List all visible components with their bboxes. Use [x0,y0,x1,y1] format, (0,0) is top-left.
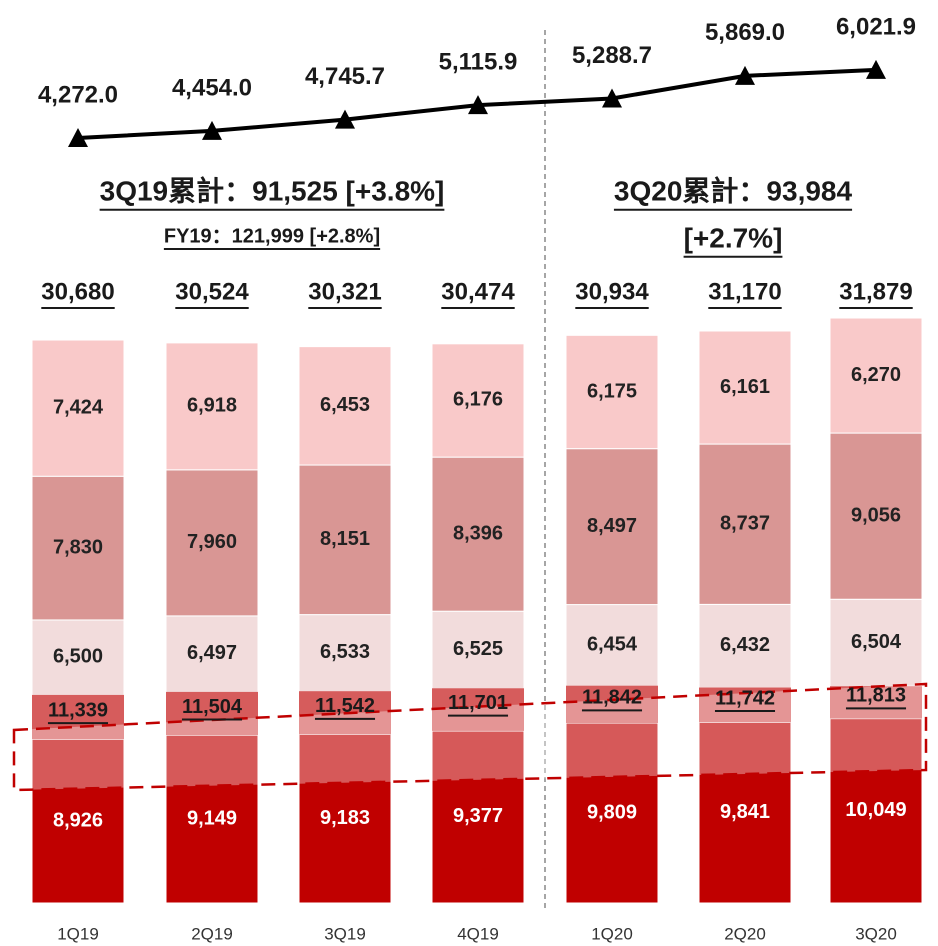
segment-label: 8,737 [720,513,770,535]
highlight-band [830,686,922,719]
x-tick-label: 3Q19 [324,924,366,943]
line-marker [866,59,886,79]
annotation: 3Q19累計：91,525 [+3.8%] [100,174,445,206]
highlight-label: 11,701 [448,692,508,714]
total-label: 30,474 [441,278,515,305]
annotation: [+2.7%] [684,222,783,253]
bar-segment [698,330,792,445]
bar-segment [31,339,125,477]
bar-segment [565,722,659,904]
total-label: 30,934 [575,278,649,305]
segment-label: 9,056 [851,504,901,526]
bar-segment [698,443,792,605]
highlight-band [166,691,258,736]
segment-label: 9,841 [720,801,770,823]
bar-segment [431,730,525,904]
line-marker [335,109,355,129]
x-tick-label: 2Q19 [191,924,233,943]
bar-segment [31,475,125,621]
bar-segment [829,432,923,600]
segment-label: 6,504 [851,631,902,653]
highlight-label: 11,339 [48,699,108,721]
highlight-label: 11,504 [182,696,243,718]
line-value-label: 5,869.0 [705,19,785,46]
segment-label: 6,500 [53,646,103,668]
line-marker [202,120,222,140]
segment-label: 7,960 [187,531,237,553]
highlight-band [432,688,524,731]
bar-segment [829,718,923,904]
segment-label: 9,183 [320,807,370,829]
highlight-band [32,694,124,740]
segment-label: 6,175 [587,380,637,402]
bar-segment [165,734,259,904]
line-value-label: 5,115.9 [439,49,518,76]
total-label: 30,680 [41,278,114,305]
line-value-label: 5,288.7 [572,42,652,69]
bar-segment [298,733,392,904]
bar-segment [565,334,659,450]
segment-label: 7,830 [53,536,103,558]
highlight-band [566,685,658,724]
bar-segment [829,317,923,434]
segment-label: 8,497 [587,515,637,537]
segment-label: 10,049 [845,799,906,821]
segment-label: 9,809 [587,801,637,823]
x-tick-label: 1Q19 [57,924,99,943]
segment-label: 6,918 [187,395,237,417]
line-marker [468,95,488,115]
line-marker [68,128,88,147]
annotation: 3Q20累計：93,984 [614,174,853,206]
segment-label: 6,533 [320,641,370,663]
total-label: 30,524 [175,278,249,305]
annotation: FY19：121,999 [+2.8%] [164,225,380,247]
highlight-frame [12,682,928,792]
total-label: 31,170 [708,278,781,305]
segment-label: 6,161 [720,376,770,398]
x-tick-label: 1Q20 [591,924,633,943]
segment-label: 8,151 [320,528,370,550]
line-value-label: 4,272.0 [38,81,118,108]
total-label: 30,321 [308,278,381,305]
segment-label: 9,377 [453,805,503,827]
segment-label: 6,497 [187,642,237,664]
line-value-label: 4,454.0 [172,74,252,101]
bar-segment [431,343,525,458]
segment-label: 6,525 [453,638,503,660]
segment-label: 8,926 [53,809,103,831]
highlight-label: 11,842 [582,687,642,709]
x-tick-label: 2Q20 [724,924,766,943]
segment-label: 9,149 [187,807,237,829]
segment-label: 8,396 [453,522,503,544]
bar-segment [165,342,259,471]
segment-label: 6,270 [851,364,901,386]
bar-segment [298,346,392,466]
segment-label: 6,454 [587,633,638,655]
bar-segment [298,464,392,616]
line-marker [602,88,622,108]
bar-segment [165,469,259,617]
highlight-label: 11,542 [315,695,375,717]
segment-label: 7,424 [53,396,104,418]
segment-label: 6,176 [453,389,503,411]
line-marker [735,65,755,85]
x-tick-label: 3Q20 [855,924,897,943]
highlight-label: 11,813 [846,685,906,707]
line-value-label: 4,745.7 [305,63,385,90]
x-tick-label: 4Q19 [457,924,499,943]
bar-segment [431,456,525,612]
highlight-label: 11,742 [715,687,775,709]
segment-label: 6,453 [320,394,370,416]
total-label: 31,879 [839,278,912,305]
segment-label: 6,432 [720,634,770,656]
line-value-label: 6,021.9 [836,13,916,40]
